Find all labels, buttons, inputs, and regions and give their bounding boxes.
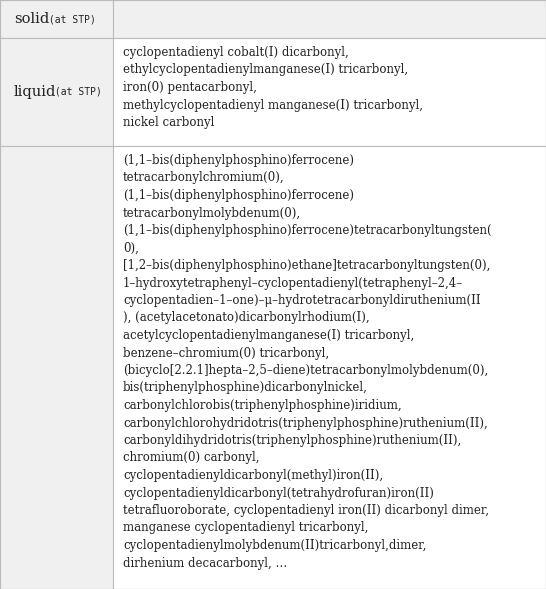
Bar xyxy=(0,0,113,38)
Bar xyxy=(0,38,113,146)
Text: (at STP): (at STP) xyxy=(49,87,102,97)
Text: (at STP): (at STP) xyxy=(43,14,96,24)
Bar xyxy=(113,38,546,146)
Text: (1,1–bis(diphenylphosphino)ferrocene)
tetracarbonylchromium(0),
(1,1–bis(dipheny: (1,1–bis(diphenylphosphino)ferrocene) te… xyxy=(123,154,491,570)
Text: solid: solid xyxy=(14,12,49,26)
Bar xyxy=(113,0,546,38)
Bar xyxy=(113,146,546,589)
Text: liquid: liquid xyxy=(14,85,56,99)
Bar xyxy=(0,146,113,589)
Text: cyclopentadienyl cobalt(I) dicarbonyl,
ethylcyclopentadienylmanganese(I) tricarb: cyclopentadienyl cobalt(I) dicarbonyl, e… xyxy=(123,46,423,129)
